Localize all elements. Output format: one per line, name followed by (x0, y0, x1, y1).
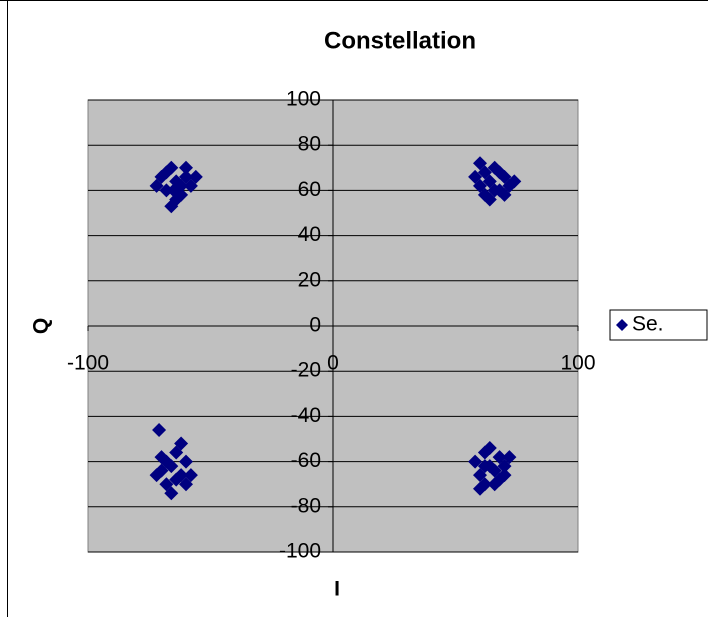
y-tick-label: 80 (298, 133, 321, 156)
point (179, 160, 193, 175)
legend-marker (616, 319, 628, 331)
point (507, 174, 522, 189)
x-tick-label: 100 (560, 352, 595, 375)
point (149, 178, 164, 193)
y-tick-label: 60 (298, 178, 321, 201)
y-tick-label: 0 (309, 314, 321, 337)
point (497, 187, 512, 202)
y-tick-label: -60 (291, 449, 321, 472)
y-axis-label: Q (30, 318, 53, 334)
point (492, 165, 507, 180)
point (169, 472, 184, 487)
x-tick-label: 0 (327, 352, 339, 375)
point (473, 178, 487, 193)
point (174, 436, 189, 451)
chart-title: Constellation (324, 27, 476, 54)
point (164, 486, 179, 501)
point (188, 169, 203, 184)
point (152, 422, 167, 437)
point (497, 468, 512, 483)
x-tick-label: -100 (67, 352, 109, 375)
point (487, 183, 502, 198)
point (477, 165, 492, 180)
point (164, 199, 179, 214)
x-axis-label: I (334, 578, 340, 601)
y-tick-label: 20 (298, 268, 321, 291)
y-tick-label: 100 (286, 88, 321, 111)
legend-label: Se. (632, 313, 664, 336)
point (159, 165, 174, 180)
point (166, 183, 181, 198)
y-tick-label: -20 (291, 359, 321, 382)
point (159, 454, 174, 469)
legend: Se. (609, 309, 708, 341)
y-tick-label: -40 (291, 404, 321, 427)
point (502, 450, 517, 465)
y-tick-label: 40 (298, 223, 321, 246)
point (482, 441, 497, 456)
point (179, 477, 193, 492)
point (477, 459, 492, 474)
y-tick-label: -80 (291, 494, 321, 517)
point (159, 183, 174, 198)
point (473, 481, 487, 496)
point (179, 454, 193, 469)
y-tick-label: -100 (279, 540, 321, 563)
point (468, 454, 483, 469)
